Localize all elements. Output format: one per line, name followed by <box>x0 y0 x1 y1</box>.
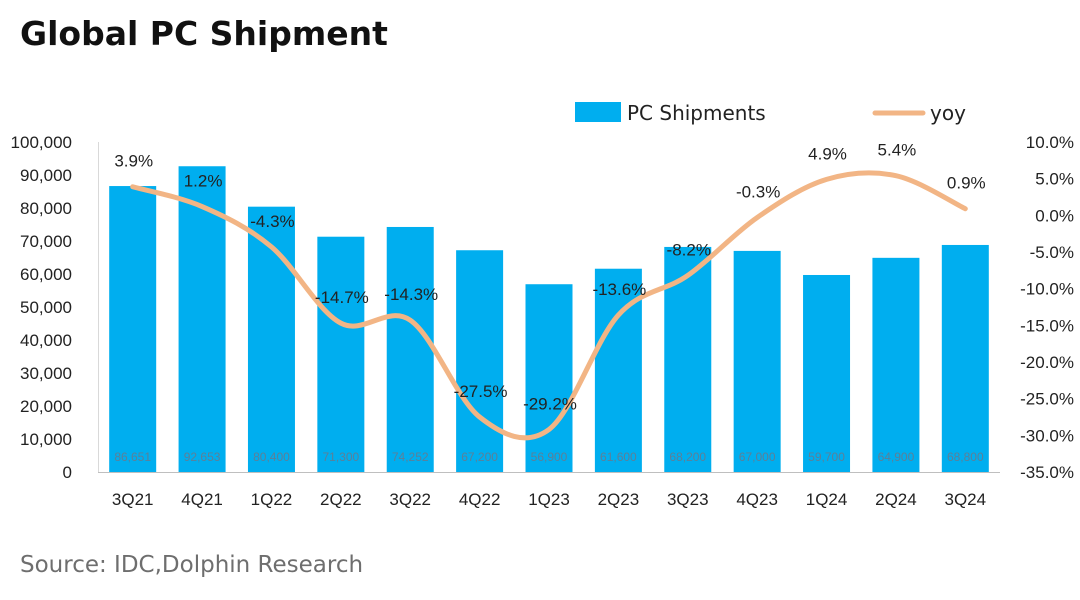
y-right-tick-label: 0.0% <box>1035 206 1074 225</box>
y-right-tick-label: -25.0% <box>1020 390 1074 409</box>
bar-value-labels: 86,651 92,653 80,400 71,300 74,252 67,200 56,9… <box>114 450 984 464</box>
bar-1Q23 <box>525 284 573 472</box>
bar-value-label: 59,700 <box>808 450 845 464</box>
bars <box>109 166 989 472</box>
x-tick-label: 2Q23 <box>598 490 640 509</box>
x-tick-label: 1Q22 <box>251 490 293 509</box>
y-left-tick-label: 90,000 <box>20 166 72 185</box>
bar-value-label: 67,000 <box>739 450 776 464</box>
bar-value-label: 74,252 <box>392 450 429 464</box>
bar-4Q21 <box>178 166 226 472</box>
bar-2Q22 <box>317 236 365 472</box>
x-tick-label: 3Q23 <box>667 490 709 509</box>
bar-value-label: 61,600 <box>600 450 637 464</box>
yoy-label: 3.9% <box>114 152 153 171</box>
y-right-tick-label: -30.0% <box>1020 426 1074 445</box>
y-left-axis: 0 10,000 20,000 30,000 40,000 50,000 60,000 70,… <box>11 133 72 482</box>
bar-4Q22 <box>456 250 504 472</box>
y-right-tick-label: -10.0% <box>1020 280 1074 299</box>
yoy-label: 1.2% <box>184 172 223 191</box>
yoy-label: 5.4% <box>878 141 917 160</box>
page-title: Global PC Shipment <box>20 14 388 53</box>
y-left-tick-label: 60,000 <box>20 265 72 284</box>
bar-value-label: 67,200 <box>461 450 498 464</box>
yoy-label: -14.7% <box>315 288 369 307</box>
yoy-label: -13.6% <box>592 280 646 299</box>
x-tick-label: 2Q22 <box>320 490 362 509</box>
yoy-label: -14.3% <box>384 285 438 304</box>
y-left-tick-label: 20,000 <box>20 397 72 416</box>
x-tick-label: 1Q23 <box>528 490 570 509</box>
y-left-tick-label: 30,000 <box>20 364 72 383</box>
bar-value-label: 68,800 <box>947 450 984 464</box>
y-right-tick-label: 10.0% <box>1026 133 1074 152</box>
bar-value-label: 56,900 <box>531 450 568 464</box>
bar-value-label: 71,300 <box>322 450 359 464</box>
source-note: Source: IDC,Dolphin Research <box>20 552 364 578</box>
bar-value-label: 80,400 <box>253 450 290 464</box>
y-left-tick-label: 50,000 <box>20 298 72 317</box>
y-right-tick-label: -5.0% <box>1030 243 1074 262</box>
y-left-tick-label: 100,000 <box>11 133 72 152</box>
x-tick-label: 3Q22 <box>389 490 431 509</box>
bar-3Q21 <box>109 186 157 472</box>
x-tick-label: 1Q24 <box>806 490 848 509</box>
legend-label-pc-shipments: PC Shipments <box>627 101 766 125</box>
bar-value-label: 92,653 <box>184 450 221 464</box>
yoy-line <box>130 170 968 441</box>
bar-3Q23 <box>664 246 712 472</box>
yoy-label: -27.5% <box>454 382 508 401</box>
bar-1Q22 <box>247 206 295 472</box>
x-axis: 3Q21 4Q21 1Q22 2Q22 3Q22 4Q22 1Q23 2Q23 3Q23 4Q23… <box>98 142 1000 509</box>
bar-3Q24 <box>941 244 989 472</box>
bar-1Q24 <box>803 274 851 472</box>
x-tick-label: 4Q23 <box>736 490 778 509</box>
yoy-label: -0.3% <box>736 183 780 202</box>
y-right-tick-label: -35.0% <box>1020 463 1074 482</box>
yoy-label: 0.9% <box>947 174 986 193</box>
y-left-tick-label: 70,000 <box>20 232 72 251</box>
y-right-axis: 10.0% 5.0% 0.0% -5.0% -10.0% -15.0% -20.0% -25.… <box>1020 133 1074 482</box>
y-right-tick-label: -15.0% <box>1020 316 1074 335</box>
x-tick-label: 4Q21 <box>181 490 223 509</box>
yoy-label: -29.2% <box>523 394 577 413</box>
bar-value-label: 64,900 <box>878 450 915 464</box>
yoy-labels: 3.9% 1.2% -4.3% -14.7% -14.3% -27.5% -29.2% -13… <box>114 141 985 414</box>
yoy-label: -4.3% <box>250 212 294 231</box>
bar-2Q24 <box>872 257 920 472</box>
y-left-tick-label: 0 <box>63 463 72 482</box>
legend: PC Shipments yoy <box>575 101 966 125</box>
legend-label-yoy: yoy <box>930 101 966 125</box>
y-left-tick-label: 40,000 <box>20 331 72 350</box>
x-tick-label: 3Q21 <box>112 490 154 509</box>
y-right-tick-label: -20.0% <box>1020 353 1074 372</box>
y-left-tick-label: 10,000 <box>20 430 72 449</box>
y-left-tick-label: 80,000 <box>20 199 72 218</box>
yoy-label: -8.2% <box>667 240 711 259</box>
x-tick-label: 3Q24 <box>945 490 987 509</box>
yoy-label: 4.9% <box>808 144 847 163</box>
bar-4Q23 <box>733 250 781 472</box>
bar-value-label: 68,200 <box>669 450 706 464</box>
y-right-tick-label: 5.0% <box>1035 170 1074 189</box>
x-tick-label: 2Q24 <box>875 490 917 509</box>
x-tick-label: 4Q22 <box>459 490 501 509</box>
bar-3Q22 <box>386 226 434 472</box>
legend-bar-swatch <box>575 102 621 122</box>
bar-value-label: 86,651 <box>114 450 151 464</box>
